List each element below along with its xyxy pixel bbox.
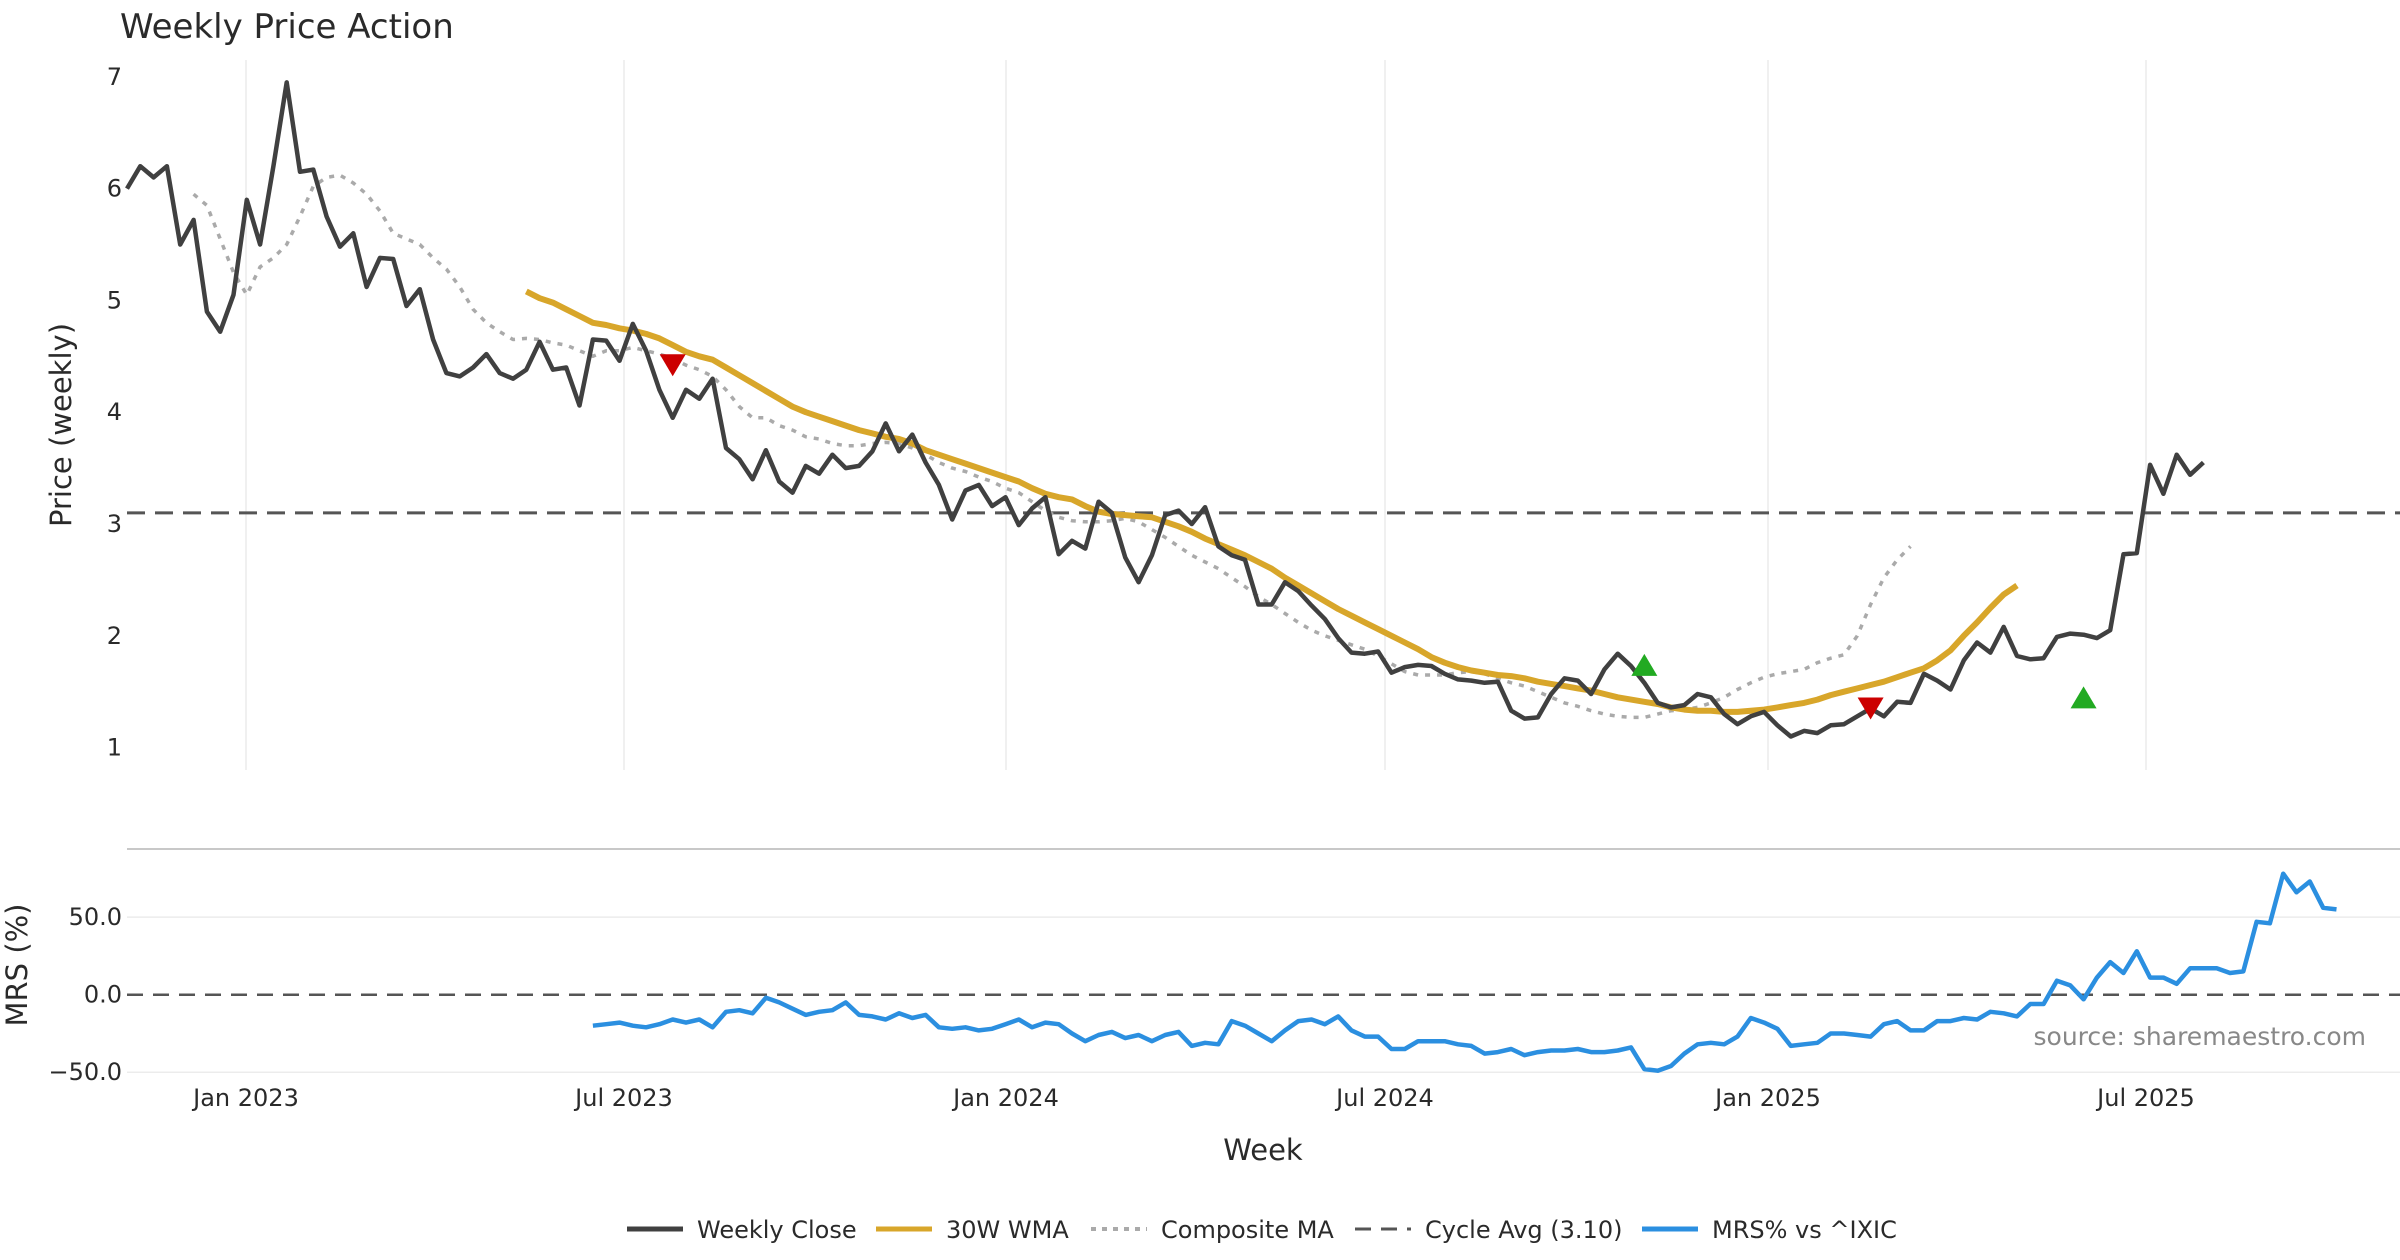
legend-label: Cycle Avg (3.10) xyxy=(1425,1216,1622,1244)
wma-30w-line xyxy=(524,288,2019,715)
mrs-axis-label: MRS (%) xyxy=(0,904,34,1027)
legend-label: 30W WMA xyxy=(946,1216,1069,1244)
y-tick-label: 5 xyxy=(107,286,122,314)
mrs-tick-label: −50.0 xyxy=(48,1058,122,1086)
x-tick-label: Jan 2024 xyxy=(951,1084,1059,1112)
buy-signal-marker xyxy=(2070,686,2097,709)
y-tick-label: 3 xyxy=(107,510,122,538)
legend-label: MRS% vs ^IXIC xyxy=(1712,1216,1897,1244)
series-layer xyxy=(125,80,2337,1073)
x-tick-label: Jul 2025 xyxy=(2095,1084,2195,1112)
x-ticks: Jan 2023 Jul 2023 Jan 2024 Jul 2024 Jan 2025… xyxy=(191,1084,2195,1112)
y-ticks-lower: 50.0 0.0 −50.0 xyxy=(48,903,122,1086)
x-tick-label: Jan 2023 xyxy=(191,1084,299,1112)
y-axis-label: Price (weekly) xyxy=(44,323,78,527)
mrs-line xyxy=(592,871,2337,1073)
upper-grid xyxy=(245,60,2147,770)
lower-grid xyxy=(127,916,2400,1073)
sell-signal-marker xyxy=(1857,697,1884,720)
weekly-close-line xyxy=(125,80,2205,739)
sell-signal-marker xyxy=(659,354,686,377)
y-tick-label: 1 xyxy=(107,734,122,762)
marker-layer xyxy=(659,354,2097,720)
source-credit: source: sharemaestro.com xyxy=(2034,1022,2367,1051)
y-tick-label: 7 xyxy=(107,63,122,91)
y-ticks-upper: 1 2 3 4 5 6 7 xyxy=(107,63,122,762)
mrs-tick-label: 0.0 xyxy=(84,981,122,1009)
x-tick-label: Jul 2023 xyxy=(573,1084,673,1112)
buy-signal-marker xyxy=(1631,653,1658,676)
composite-ma-line xyxy=(192,173,1912,720)
chart-title: Weekly Price Action xyxy=(120,7,454,47)
legend: Weekly Close 30W WMA Composite MA Cycle Avg… xyxy=(627,1216,1897,1244)
x-tick-label: Jan 2025 xyxy=(1713,1084,1821,1112)
y-tick-label: 6 xyxy=(107,175,122,203)
legend-label: Composite MA xyxy=(1161,1216,1334,1244)
y-tick-label: 2 xyxy=(107,622,122,650)
mrs-tick-label: 50.0 xyxy=(69,903,122,931)
y-tick-label: 4 xyxy=(107,398,122,426)
x-axis-label: Week xyxy=(1223,1133,1303,1167)
x-tick-label: Jul 2024 xyxy=(1334,1084,1434,1112)
legend-label: Weekly Close xyxy=(697,1216,857,1244)
